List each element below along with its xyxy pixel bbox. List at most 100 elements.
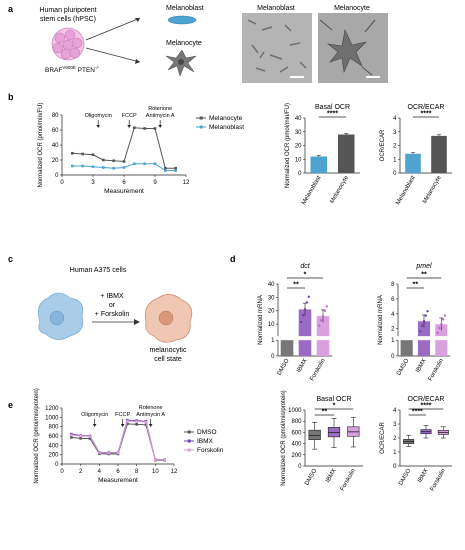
x-tick-label: 6 xyxy=(116,469,120,475)
arrow-to-melanocyte xyxy=(85,47,141,63)
x-tick-label: 2 xyxy=(79,469,83,475)
bar-lower-forskolin xyxy=(435,340,448,356)
data-point xyxy=(102,158,105,162)
chart-b-ocr: 0 3 6 9 12 0 20 40 60 80 Measurement Normalized OCR… xyxy=(38,102,244,195)
y-tick-label: 0 xyxy=(393,464,397,470)
bar-ibmx xyxy=(417,321,431,337)
data-point xyxy=(107,451,110,455)
y-tick-label: 0 xyxy=(393,171,397,177)
data-point xyxy=(122,166,126,169)
bar-melanocyte xyxy=(431,135,447,173)
treatment-arrowhead xyxy=(134,319,140,325)
y-tick-label: 3 xyxy=(393,422,397,428)
data-point xyxy=(135,420,138,423)
data-dot xyxy=(318,324,321,327)
y-tick-label: 8 xyxy=(391,282,395,288)
y-tick-label: 3 xyxy=(393,130,397,136)
x-tick-label: 3 xyxy=(91,180,95,186)
data-dot xyxy=(438,326,441,330)
data-point xyxy=(154,458,157,462)
bar-lower-forskolin xyxy=(316,340,330,356)
panel-letter-c: c xyxy=(8,254,13,264)
data-point xyxy=(164,166,167,170)
data-point xyxy=(81,152,84,156)
data-point xyxy=(91,165,95,169)
x-tick-label: 4 xyxy=(98,469,102,475)
y-axis-label: Normalized OCR (pmol/min/FU) xyxy=(285,103,291,188)
data-point xyxy=(143,162,146,166)
chart-title: OCR/ECAR xyxy=(408,104,445,111)
annotation-antimycin: Antimycin A xyxy=(136,412,165,418)
x-category-label: Forskolin xyxy=(428,358,445,382)
y-tick-label: 10 xyxy=(295,157,302,163)
y-tick-label: 1000 xyxy=(288,408,302,414)
y-tick-label: 200 xyxy=(48,453,59,459)
annotation-oligomycin: Oligomycin xyxy=(81,412,108,418)
data-dot xyxy=(426,309,429,313)
y-tick-label: 400 xyxy=(48,443,59,449)
injection-arrowhead xyxy=(96,125,100,128)
data-point xyxy=(144,423,148,427)
injection-arrowhead xyxy=(127,125,131,128)
data-point xyxy=(70,433,73,437)
y-tick-label: 1 xyxy=(391,338,395,344)
x-tick-label: 0 xyxy=(60,180,64,186)
chart-title: Basal OCR xyxy=(315,104,350,111)
data-point xyxy=(174,166,177,170)
x-tick-label: 9 xyxy=(153,180,157,186)
bar-lower-ibmx xyxy=(417,340,431,356)
significance: **** xyxy=(327,111,338,118)
significance: **** xyxy=(421,111,432,118)
x-tick-label: 0 xyxy=(60,469,64,475)
y-tick-label: 1200 xyxy=(45,406,59,412)
data-point xyxy=(144,420,148,424)
result-1: melanocytic xyxy=(150,347,187,354)
data-point xyxy=(88,437,92,440)
panel-letter-d: d xyxy=(230,254,236,264)
y-tick-label: 20 xyxy=(295,144,302,150)
arrowhead-melanoblast xyxy=(135,18,140,22)
treatment-1: + IBMX xyxy=(100,293,123,300)
annotation-oligomycin: Oligomycin xyxy=(85,113,112,119)
data-point xyxy=(126,422,129,426)
a375-cell-icon xyxy=(37,292,84,340)
panel-letter-a: a xyxy=(8,4,14,14)
data-point xyxy=(79,437,82,440)
legend-swatch-marker xyxy=(199,125,203,129)
y-tick-label: 20 xyxy=(268,309,275,315)
significance-2: * xyxy=(333,403,336,410)
y-tick-label: 40 xyxy=(295,116,302,122)
y-tick-label: 20 xyxy=(52,158,59,164)
data-dot xyxy=(303,308,307,311)
injection-arrowhead xyxy=(158,125,162,128)
y-tick-label: 0 xyxy=(391,354,395,360)
data-point xyxy=(135,423,138,426)
data-dot xyxy=(422,320,426,323)
data-dot xyxy=(319,319,323,322)
x-category-label: DMSO xyxy=(398,468,412,487)
data-point xyxy=(88,435,92,438)
hpsc-cluster-icon xyxy=(51,27,85,61)
x-category-label: Forskolin xyxy=(340,468,357,492)
x-category-label: Melanocyte xyxy=(329,174,350,204)
x-tick-label: 12 xyxy=(183,180,190,186)
x-category-label: Forskolin xyxy=(309,358,326,382)
arrow-bottom-label: Melanocyte xyxy=(166,40,202,47)
y-tick-label: 200 xyxy=(291,453,302,459)
data-dot xyxy=(441,318,445,321)
bar-dmso xyxy=(280,340,294,356)
data-point xyxy=(71,151,74,155)
data-point xyxy=(102,166,105,169)
chart-e-ocr: 0 2 4 6 8 10 12 0 200 400 600 800 1000 1200 Measuremen… xyxy=(34,388,224,484)
treatment-2: or xyxy=(109,302,116,309)
panel-letter-b: b xyxy=(8,92,14,102)
y-tick-label: 0 xyxy=(55,173,59,179)
legend-label-ibmx: IBMX xyxy=(197,438,214,445)
chart-title: OCR/ECAR xyxy=(408,396,445,403)
chart-e-ratio: OCR/ECAR 0 1 2 3 4 OCR/ECAR DMSO IBMX Forskolin **… xyxy=(380,396,452,492)
chart-title: Basal OCR xyxy=(316,396,351,403)
y-tick-label: 1 xyxy=(393,157,397,163)
melanoblast-cell-icon xyxy=(167,15,197,25)
panel-letter-e: e xyxy=(8,400,13,410)
y-tick-label: 1 xyxy=(271,338,275,344)
